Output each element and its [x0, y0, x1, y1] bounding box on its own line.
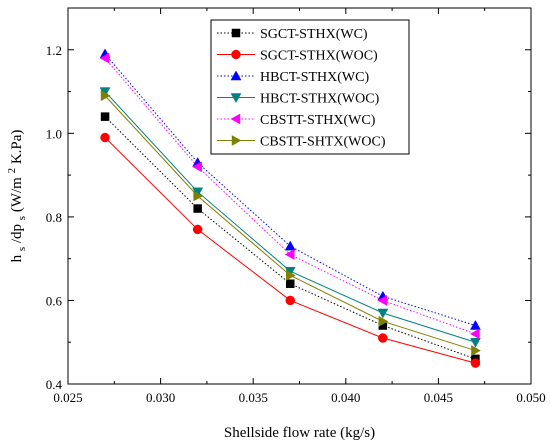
legend-item: SGCT-STHX(WC) [217, 27, 368, 42]
y-tick-label: 1.2 [46, 43, 62, 58]
legend-label: CBSTT-STHX(WC) [260, 113, 376, 128]
data-point [230, 93, 242, 104]
data-point [193, 190, 204, 202]
data-point [230, 70, 242, 81]
series-5 [100, 90, 481, 357]
y-title-sup: 2 [6, 168, 18, 174]
data-point [284, 240, 296, 251]
legend-label: HBCT-STHX(WOC) [260, 92, 380, 107]
legend-item: CBSTT-STHX(WC) [217, 113, 376, 128]
data-point [99, 52, 110, 64]
legend-item: HBCT-STHX(WC) [217, 70, 369, 85]
y-title-base: h [9, 254, 25, 262]
y-tick-label: 0.8 [46, 210, 62, 225]
data-point [469, 328, 480, 340]
data-point [230, 113, 241, 125]
data-point [285, 279, 295, 288]
series-3 [99, 87, 481, 348]
legend-label: CBSTT-SHTX(WOC) [260, 135, 386, 150]
legend-label: SGCT-STHX(WC) [260, 27, 368, 42]
data-point [192, 161, 202, 173]
data-point [231, 28, 241, 38]
data-point [470, 358, 481, 368]
y-tick-label: 1.0 [46, 126, 62, 141]
legend-item: HBCT-STHX(WOC) [217, 92, 380, 107]
y-title-mid: /dp [9, 224, 25, 243]
legend-item: SGCT-STHX(WOC) [217, 49, 378, 64]
y-title-unit-close: K.Pa) [9, 130, 25, 165]
data-point [100, 90, 111, 102]
x-tick-label: 0.025 [53, 390, 82, 405]
x-axis: 0.025 0.030 0.035 0.040 0.045 0.050 [53, 8, 546, 405]
y-title-sub1: s [16, 247, 28, 251]
y-title-sub2: s [16, 216, 28, 220]
legend-label: SGCT-STHX(WOC) [260, 49, 378, 64]
x-tick-label: 0.050 [516, 390, 545, 405]
data-point [470, 337, 481, 348]
data-point [378, 315, 389, 327]
data-point [100, 132, 110, 143]
y-tick-label: 0.4 [46, 377, 63, 392]
x-tick-label: 0.040 [331, 390, 360, 405]
x-tick-label: 0.030 [146, 390, 175, 405]
x-axis-title: Shellside flow rate (kg/s) [224, 425, 375, 441]
data-point [285, 295, 295, 306]
x-tick-label: 0.035 [239, 390, 268, 405]
y-title-unit-open: (W/m [9, 177, 25, 212]
y-axis-title: h s /dp s (W/m 2 K.Pa) [3, 130, 29, 263]
data-point [377, 308, 389, 319]
data-point [285, 269, 296, 281]
legend-label: HBCT-STHX(WC) [260, 70, 369, 85]
data-point [471, 345, 481, 357]
series-4 [99, 52, 480, 340]
data-point [284, 249, 295, 260]
plot-series [99, 48, 481, 368]
series-1 [100, 132, 481, 368]
data-point [378, 333, 388, 343]
data-point [231, 49, 241, 60]
legend: SGCT-STHX(WC) SGCT-STHX(WOC) HBCT-STHX(WC)… [210, 19, 410, 155]
data-point [470, 319, 481, 330]
data-point [192, 224, 203, 235]
legend-item: CBSTT-SHTX(WOC) [217, 135, 386, 150]
y-axis: 0.4 0.6 0.8 1.0 1.2 [46, 43, 531, 392]
legend-box [210, 19, 410, 155]
data-point [231, 135, 242, 146]
plot-frame [67, 7, 532, 385]
data-point [377, 295, 388, 306]
data-point [100, 112, 110, 121]
x-tick-label: 0.045 [424, 390, 453, 405]
data-point [193, 204, 202, 213]
y-tick-label: 0.6 [46, 293, 63, 308]
